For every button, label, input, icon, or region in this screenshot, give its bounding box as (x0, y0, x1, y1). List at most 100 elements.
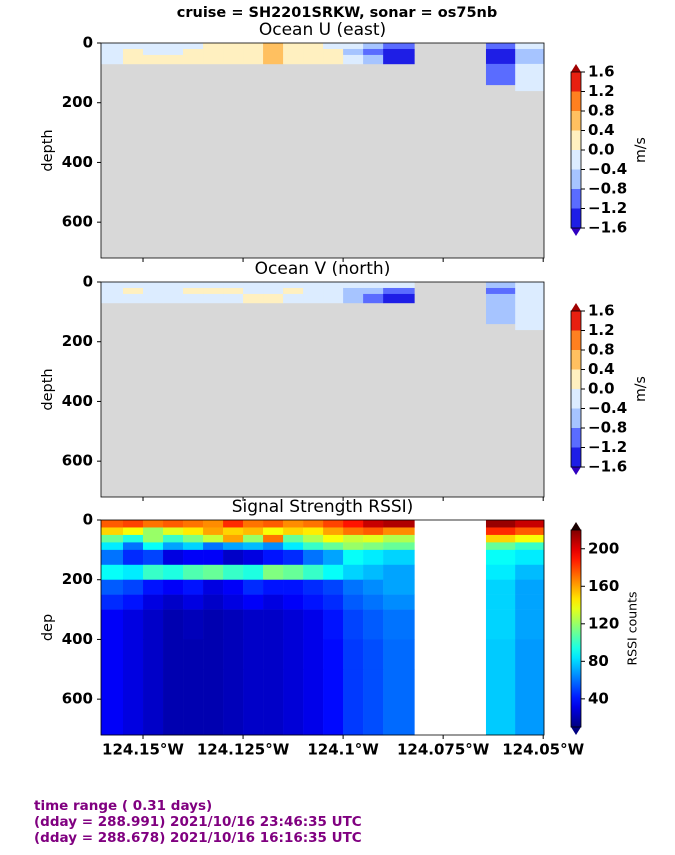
cell (123, 594, 144, 610)
cell (101, 549, 124, 566)
cell (283, 534, 304, 543)
cell (515, 542, 545, 551)
cell (223, 282, 244, 289)
cell (303, 534, 324, 543)
cell (163, 542, 184, 551)
cell (243, 639, 264, 670)
cell (343, 669, 364, 736)
colorbar-segment (571, 111, 581, 131)
cell (383, 564, 415, 581)
cell (123, 579, 144, 595)
cell (203, 520, 224, 528)
cell (123, 564, 144, 581)
cell (303, 579, 324, 595)
colorbar (571, 530, 581, 727)
cell (485, 520, 516, 528)
cell (383, 54, 415, 65)
colorbar-label: m/s (633, 137, 649, 163)
cell (323, 527, 344, 536)
cell (515, 534, 545, 543)
cell (323, 54, 344, 65)
cell (383, 594, 415, 610)
cell (263, 564, 284, 581)
cell (363, 54, 384, 65)
cell (143, 287, 164, 295)
x-tick-label: 124.15°W (102, 741, 184, 759)
cell (183, 54, 204, 65)
y-tick-label: 200 (62, 332, 93, 350)
cell (183, 609, 204, 640)
cell (223, 43, 244, 50)
cell (163, 54, 184, 65)
cell (123, 549, 144, 566)
cell (383, 542, 415, 551)
y-tick-label: 600 (62, 213, 93, 231)
cell (343, 527, 364, 536)
colorbar-under (571, 467, 581, 475)
cell (203, 293, 224, 304)
cell (323, 48, 344, 56)
cell (143, 54, 164, 65)
cell (163, 579, 184, 595)
cell (203, 43, 224, 50)
cell (101, 287, 124, 295)
cell (143, 594, 164, 610)
cell (303, 287, 324, 295)
cell (101, 579, 124, 595)
cell (323, 287, 344, 295)
cell (363, 287, 384, 295)
y-axis-label: depth (40, 368, 56, 410)
colorbar-over (571, 64, 581, 72)
footer-line: time range ( 0.31 days) (34, 798, 212, 814)
cell (343, 287, 364, 295)
cell (485, 282, 516, 289)
colorbar-segment (571, 91, 581, 111)
cell (143, 639, 164, 670)
cell (203, 549, 224, 566)
cell (243, 527, 264, 536)
cell (223, 520, 244, 528)
colorbar-tick-label: −0.8 (588, 180, 627, 198)
cell (283, 669, 304, 736)
cell (123, 527, 144, 536)
colorbar-segment (571, 150, 581, 170)
cell (143, 293, 164, 304)
cell (143, 520, 164, 528)
cell (323, 579, 344, 595)
cell (223, 542, 244, 551)
y-tick-label: 0 (83, 34, 93, 52)
cell (163, 48, 184, 56)
cell (323, 534, 344, 543)
cell (143, 43, 164, 50)
no-data-mask (101, 282, 544, 497)
cell (183, 549, 204, 566)
y-tick-label: 600 (62, 690, 93, 708)
cell (343, 564, 364, 581)
cell (263, 293, 284, 304)
colorbar-tick-label: −0.4 (588, 399, 627, 417)
cell (515, 54, 545, 65)
cell (183, 639, 204, 670)
cell (515, 43, 545, 50)
cell (183, 534, 204, 543)
panel-title: Signal Strength RSSI) (232, 497, 414, 517)
cell (223, 54, 244, 65)
cell (303, 564, 324, 581)
cell (323, 594, 344, 610)
cell (263, 549, 284, 566)
y-tick-label: 400 (62, 392, 93, 410)
cell (515, 669, 545, 736)
cell (183, 520, 204, 528)
cell (263, 579, 284, 595)
y-tick-label: 400 (62, 153, 93, 171)
cell (283, 639, 304, 670)
colorbar-tick-label: −1.6 (588, 219, 627, 237)
cell (163, 594, 184, 610)
y-tick-label: 0 (83, 511, 93, 529)
cell (203, 594, 224, 610)
cell (515, 48, 545, 56)
cell (515, 609, 545, 640)
cell (101, 594, 124, 610)
colorbar-tick-label: 1.2 (588, 82, 615, 100)
